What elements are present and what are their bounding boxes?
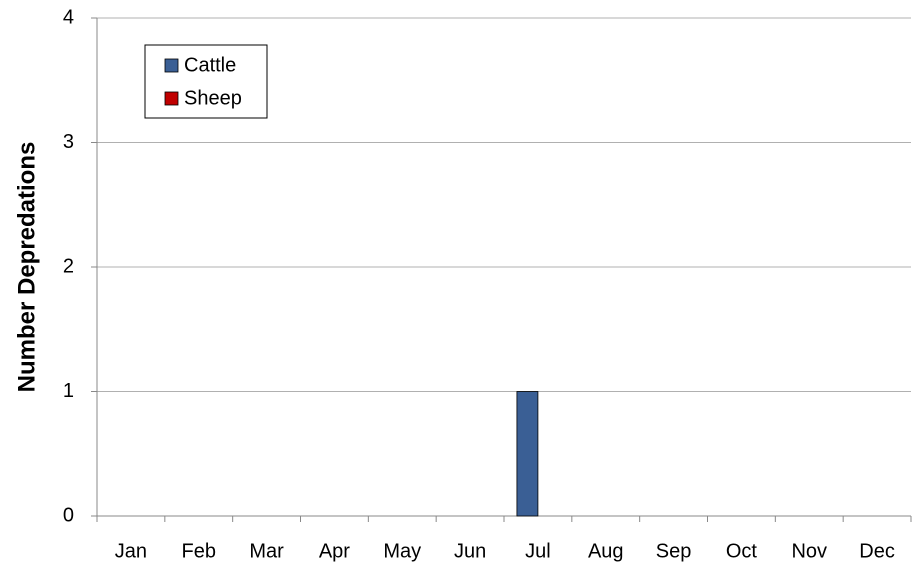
legend-label: Cattle	[184, 54, 236, 76]
y-tick-label: 1	[63, 380, 74, 402]
legend-swatch	[164, 58, 179, 73]
x-tick-label: Jul	[525, 540, 551, 562]
x-tick-label: Aug	[588, 540, 624, 562]
x-tick-label: May	[383, 540, 421, 562]
y-tick-label: 2	[63, 255, 74, 277]
y-tick-label: 3	[63, 131, 74, 153]
y-axis-label: Number Depredations	[13, 142, 40, 393]
x-tick-label: Mar	[249, 540, 284, 562]
legend-label: Sheep	[184, 87, 242, 109]
x-tick-label: Apr	[319, 540, 350, 562]
y-tick-label: 4	[63, 6, 74, 28]
bar	[516, 391, 539, 517]
x-tick-label: Nov	[791, 540, 827, 562]
legend-swatch	[164, 91, 179, 106]
x-tick-label: Feb	[182, 540, 216, 562]
x-tick-label: Jun	[454, 540, 486, 562]
legend-box	[144, 44, 268, 119]
x-tick-label: Sep	[656, 540, 692, 562]
x-tick-label: Jan	[115, 540, 147, 562]
x-tick-label: Dec	[859, 540, 895, 562]
x-tick-label: Oct	[726, 540, 758, 562]
y-tick-label: 0	[63, 504, 74, 526]
